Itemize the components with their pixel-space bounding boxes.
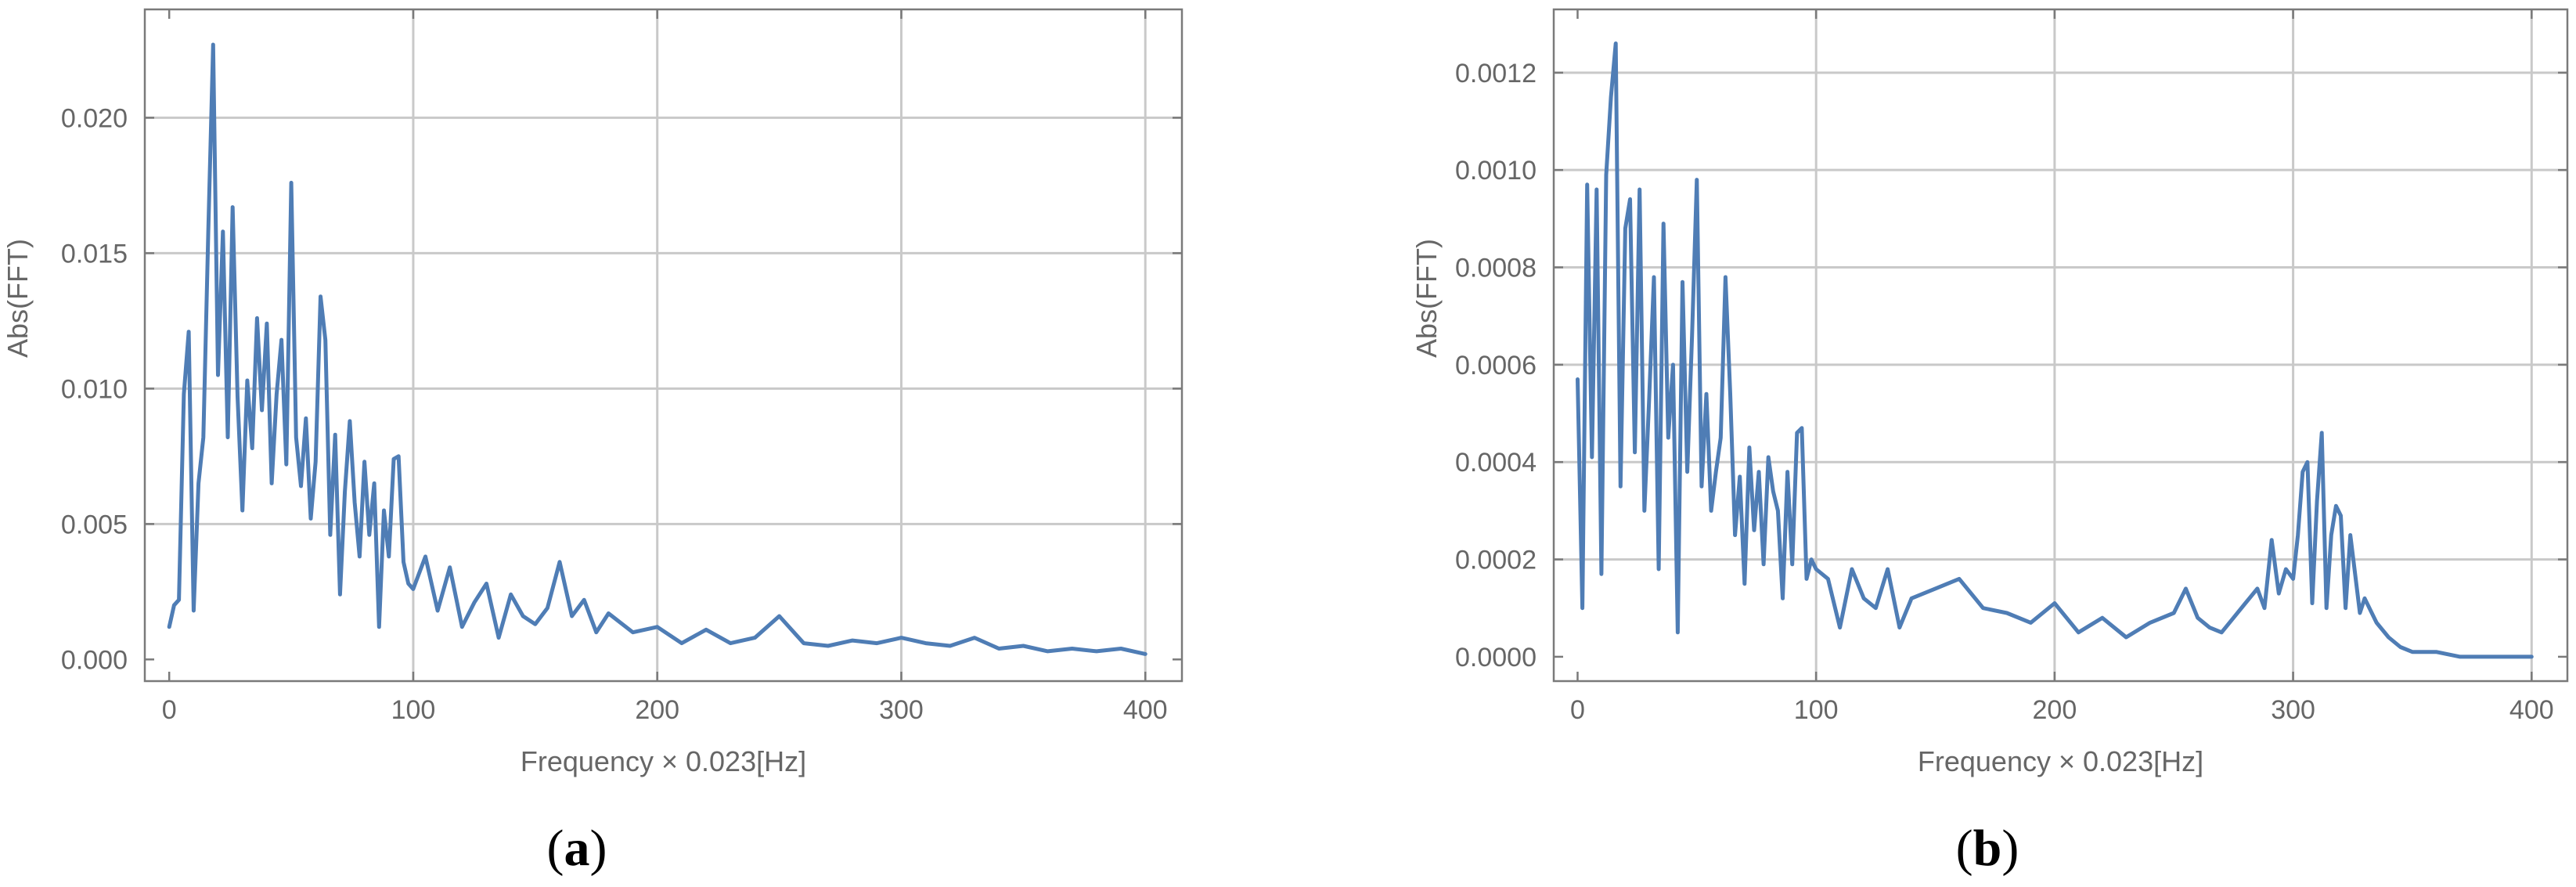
x-tick-label: 0 bbox=[1570, 695, 1585, 725]
panel-b: 0 100 200 300 400 0.0000 0.0002 0.0004 0.0006 0.0… bbox=[1410, 8, 2569, 877]
y-tick-label: 0.0000 bbox=[1455, 643, 1537, 672]
fft-series-line bbox=[167, 42, 1147, 656]
y-axis-title: Abs(FFT) bbox=[2, 239, 34, 358]
y-tick-label: 0.0004 bbox=[1455, 448, 1537, 478]
panel-label: (b) bbox=[1956, 820, 2019, 877]
x-tick-label: 200 bbox=[635, 695, 679, 725]
y-tick-label: 0.0010 bbox=[1455, 156, 1537, 186]
x-tick-label: 200 bbox=[2033, 695, 2077, 725]
panel-label: (a) bbox=[547, 820, 607, 877]
y-tick-label: 0.0006 bbox=[1455, 351, 1537, 380]
x-tick-label: 300 bbox=[2271, 695, 2315, 725]
y-tick-label: 0.000 bbox=[61, 645, 128, 675]
y-tick-label: 0.020 bbox=[61, 103, 128, 133]
x-tick-label: 100 bbox=[1794, 695, 1839, 725]
fft-series-line bbox=[1576, 41, 2534, 659]
x-tick-label: 400 bbox=[2509, 695, 2554, 725]
plot-frame bbox=[1552, 8, 2569, 683]
y-tick-label: 0.015 bbox=[61, 239, 128, 269]
panel-a: 0 100 200 300 400 0.000 0.005 0.010 0.015 0.020 Fr… bbox=[2, 8, 1184, 877]
x-tick-label: 300 bbox=[879, 695, 924, 725]
y-tick-label: 0.010 bbox=[61, 374, 128, 404]
x-axis-title: Frequency × 0.023[Hz] bbox=[1918, 745, 2203, 777]
y-tick-label: 0.005 bbox=[61, 510, 128, 539]
x-tick-label: 400 bbox=[1123, 695, 1168, 725]
x-axis-title: Frequency × 0.023[Hz] bbox=[521, 745, 806, 777]
plot-frame bbox=[143, 8, 1184, 683]
x-tick-label: 100 bbox=[391, 695, 436, 725]
y-tick-label: 0.0012 bbox=[1455, 59, 1537, 88]
y-tick-label: 0.0008 bbox=[1455, 254, 1537, 283]
y-axis-title: Abs(FFT) bbox=[1410, 239, 1443, 358]
x-tick-label: 0 bbox=[162, 695, 177, 725]
y-tick-label: 0.0002 bbox=[1455, 546, 1537, 575]
